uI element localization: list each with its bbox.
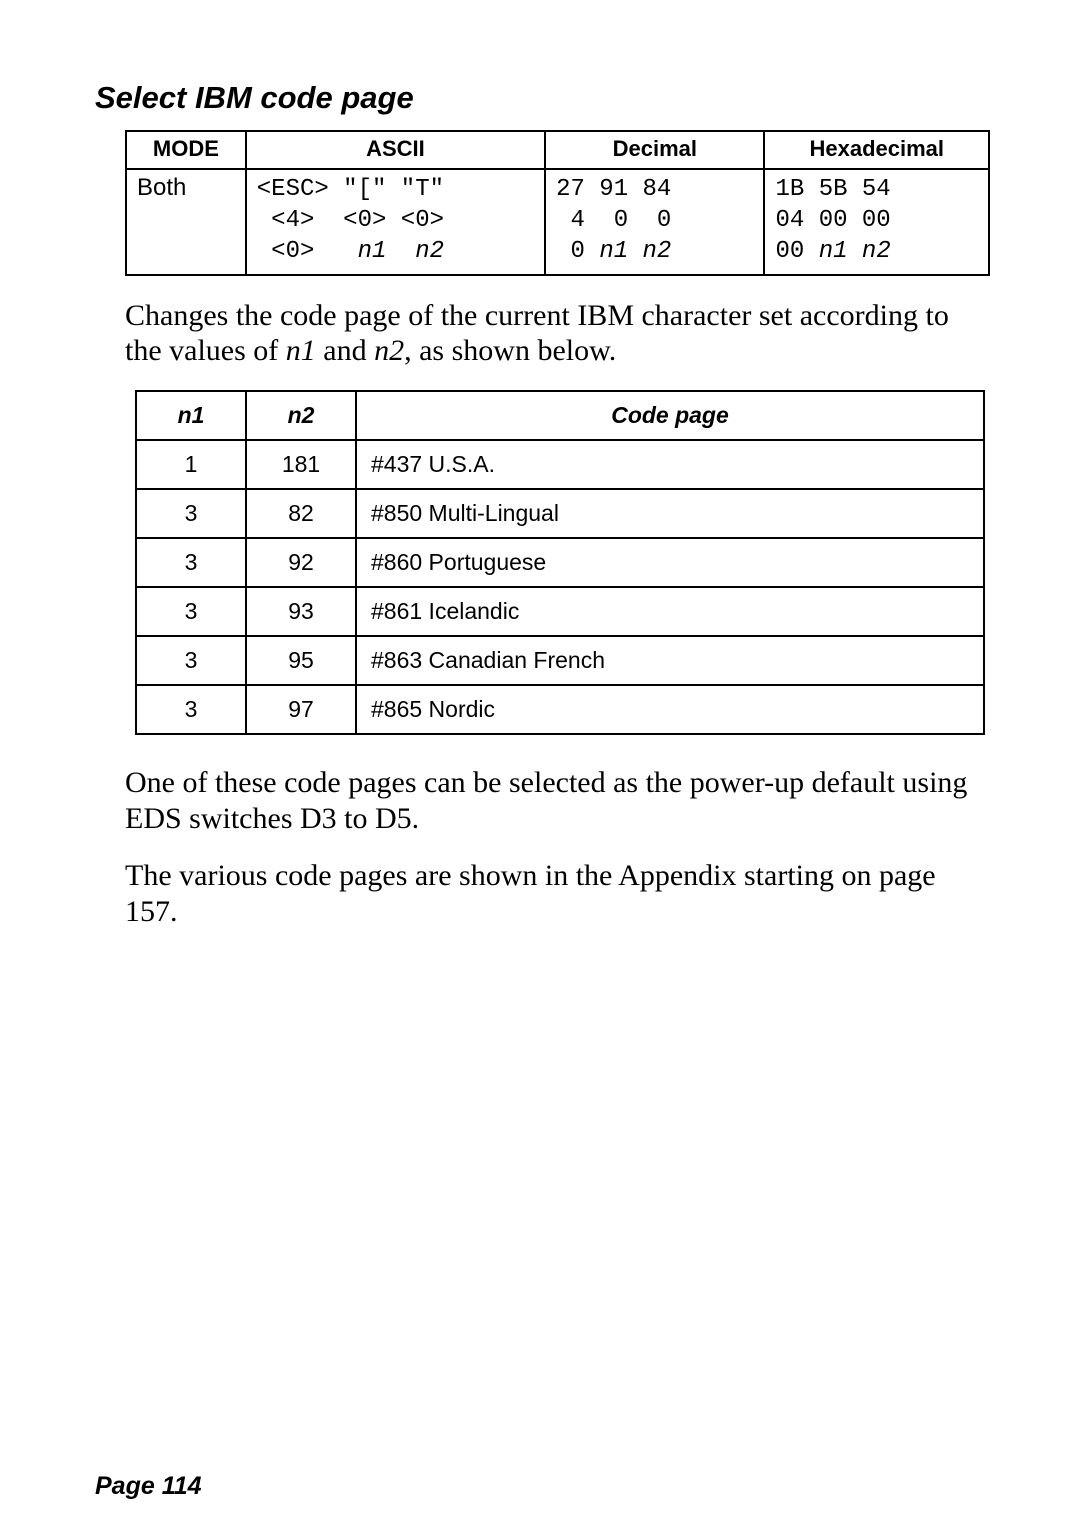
paragraph-1: Changes the code page of the current IBM… [125,298,985,369]
p1-b: , as shown below. [404,334,616,367]
dec-l3a: 0 [556,238,599,265]
ct-cp: #437 U.S.A. [356,440,984,489]
decimal-header: Decimal [545,131,764,169]
ct-n2: 93 [246,587,356,636]
p1-n1: n1 [286,334,316,367]
hex-l1: 1B 5B 54 [775,176,890,203]
hex-cell: 1B 5B 54 04 00 00 00 n1 n2 [764,169,989,275]
ascii-l3b: n1 n2 [358,238,444,265]
hex-l2: 04 00 00 [775,207,890,234]
p1-mid: and [316,334,374,367]
hex-l3b: n1 n2 [819,238,891,265]
mode-table: MODE ASCII Decimal Hexadecimal Both <ESC… [125,130,990,276]
ct-cp: #860 Portuguese [356,538,984,587]
ct-n1: 3 [136,636,246,685]
section-title: Select IBM code page [95,80,1005,116]
ct-cp: #850 Multi-Lingual [356,489,984,538]
ct-header-cp: Code page [356,391,984,440]
mode-table-header-row: MODE ASCII Decimal Hexadecimal [126,131,989,169]
mode-table-row: Both <ESC> "[" "T" <4> <0> <0> <0> n1 n2… [126,169,989,275]
ct-n2: 95 [246,636,356,685]
dec-l1: 27 91 84 [556,176,671,203]
ct-n2: 82 [246,489,356,538]
code-page-table: n1 n2 Code page 1 181 #437 U.S.A. 3 82 #… [135,390,985,735]
table-row: 3 82 #850 Multi-Lingual [136,489,984,538]
ct-header-n1: n1 [136,391,246,440]
table-row: 1 181 #437 U.S.A. [136,440,984,489]
decimal-cell: 27 91 84 4 0 0 0 n1 n2 [545,169,764,275]
ascii-header: ASCII [246,131,545,169]
dec-l3b: n1 n2 [599,238,671,265]
table-row: 3 93 #861 Icelandic [136,587,984,636]
ct-cp: #863 Canadian French [356,636,984,685]
table-row: 3 97 #865 Nordic [136,685,984,734]
ct-n1: 3 [136,685,246,734]
mode-header: MODE [126,131,246,169]
table-row: 3 95 #863 Canadian French [136,636,984,685]
hex-header: Hexadecimal [764,131,989,169]
dec-l2: 4 0 0 [556,207,671,234]
p1-n2: n2 [374,334,404,367]
ascii-l1: <ESC> "[" "T" [257,176,444,203]
page: Select IBM code page MODE ASCII Decimal … [0,0,1080,1533]
ascii-l2: <4> <0> <0> [257,207,444,234]
ct-cp: #865 Nordic [356,685,984,734]
ct-n2: 97 [246,685,356,734]
ct-n1: 3 [136,538,246,587]
code-table-header-row: n1 n2 Code page [136,391,984,440]
hex-l3a: 00 [775,238,818,265]
table-row: 3 92 #860 Portuguese [136,538,984,587]
ct-n2: 181 [246,440,356,489]
mode-cell: Both [126,169,246,275]
ct-n1: 1 [136,440,246,489]
page-footer: Page 114 [95,1472,202,1501]
ct-n1: 3 [136,587,246,636]
ct-cp: #861 Icelandic [356,587,984,636]
ct-n1: 3 [136,489,246,538]
paragraph-3: The various code pages are shown in the … [125,858,985,929]
paragraph-2: One of these code pages can be selected … [125,765,985,836]
ascii-l3a: <0> [257,238,358,265]
ct-n2: 92 [246,538,356,587]
ct-header-n2: n2 [246,391,356,440]
ascii-cell: <ESC> "[" "T" <4> <0> <0> <0> n1 n2 [246,169,545,275]
